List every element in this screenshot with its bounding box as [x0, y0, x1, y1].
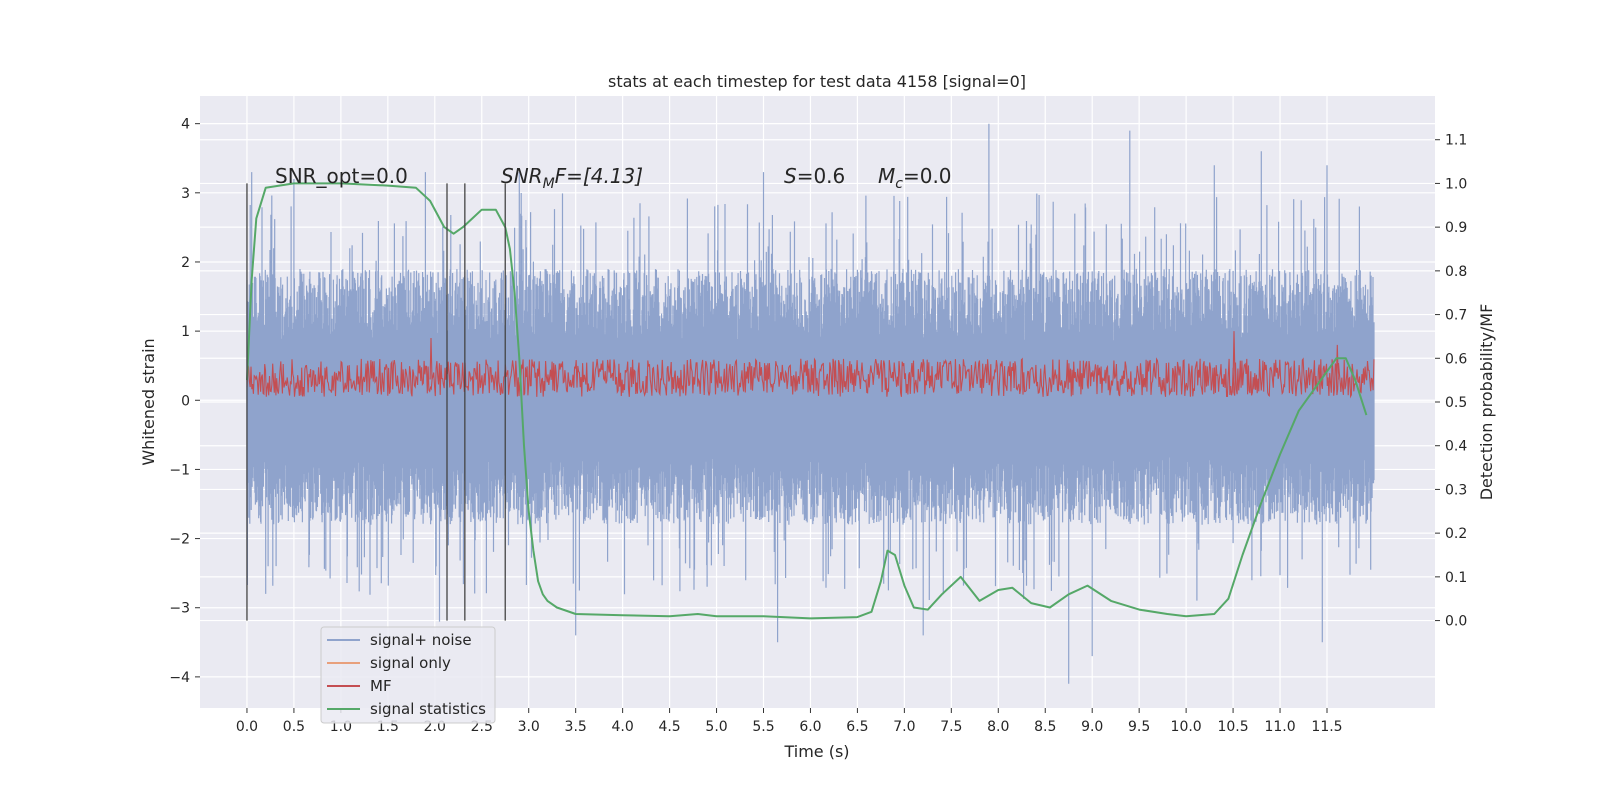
y-tick-label: 4: [181, 117, 190, 133]
vertical-markers: [246, 183, 506, 621]
y-right-tick-label: 0.9: [1445, 220, 1467, 236]
x-tick-label: 4.5: [658, 719, 680, 735]
y-right-tick-label: 0.7: [1445, 308, 1467, 324]
legend-box: [320, 626, 496, 724]
annotation-snr-mf: SNRMF=[4.13]: [501, 164, 643, 192]
series-mf: [246, 331, 1375, 399]
mc-symbol: M: [878, 164, 895, 188]
y-tick-label: 2: [181, 255, 190, 271]
y-tick-label: −2: [169, 532, 190, 548]
y-tick-label: −3: [169, 601, 190, 617]
x-tick-label: 8.5: [1034, 719, 1056, 735]
legend-label-mf: MF: [370, 677, 392, 695]
y-right-tick-label: 0.8: [1445, 264, 1467, 280]
x-tick-label: 9.5: [1128, 719, 1150, 735]
y-tick-label: −4: [169, 670, 190, 686]
legend: signal+ noise signal only MF signal stat…: [320, 626, 496, 724]
x-tick-label: 6.0: [799, 719, 821, 735]
annotation-s: S=0.6: [784, 164, 845, 188]
s-symbol: S: [784, 164, 797, 188]
y-right-tick-label: 0.3: [1445, 482, 1467, 498]
x-tick-label: 7.5: [940, 719, 962, 735]
y-right-tick-label: 0.6: [1445, 351, 1467, 367]
y-right-tick-label: 1.1: [1445, 133, 1467, 149]
x-tick-label: 5.0: [705, 719, 727, 735]
chart-title: stats at each timestep for test data 415…: [608, 72, 1026, 91]
x-tick-label: 11.0: [1264, 719, 1295, 735]
annotation-mc: Mc=0.0: [878, 164, 952, 192]
y-tick-label: 3: [181, 186, 190, 202]
x-tick-label: 6.5: [846, 719, 868, 735]
mc-subscript: c: [895, 176, 903, 192]
mc-value: =0.0: [903, 164, 952, 188]
series-signal-statistics: [246, 182, 1368, 620]
y-right-tick-label: 0.4: [1445, 439, 1467, 455]
x-tick-label: 0.5: [283, 719, 305, 735]
y-right-tick-label: 0.0: [1445, 614, 1467, 630]
y-right-tick-label: 0.2: [1445, 526, 1467, 542]
x-tick-label: 4.0: [611, 719, 633, 735]
legend-label-signal-only: signal only: [370, 654, 451, 672]
y-tick-label: 1: [181, 324, 190, 340]
annotations: SNR_opt=0.0 SNRMF=[4.13] S=0.6 Mc=0.0: [275, 164, 952, 192]
x-tick-label: 8.0: [987, 719, 1009, 735]
snr-mf-value: F=[4.13]: [555, 164, 643, 188]
s-value: =0.6: [797, 164, 846, 188]
legend-label-signal-noise: signal+ noise: [370, 631, 472, 649]
x-tick-label: 3.0: [518, 719, 540, 735]
snr-mf-subscript: M: [543, 176, 555, 192]
annotation-snr-opt: SNR_opt=0.0: [275, 164, 408, 188]
y-tick-label: 0: [181, 393, 190, 409]
x-tick-label: 10.5: [1217, 719, 1248, 735]
axis-ticks: 0.0 0.5 1.0 1.5 2.0 2.5 3.0 3.5 4.0 4.5 5.0 5.5 6.0 6…: [169, 117, 1467, 735]
x-tick-label: 5.5: [752, 719, 774, 735]
y-right-tick-label: 0.5: [1445, 395, 1467, 411]
legend-label-signal-statistics: signal statistics: [370, 700, 486, 718]
y-axis-label: Whitened strain: [139, 338, 158, 465]
y-tick-label: −1: [169, 462, 190, 478]
y-right-tick-label: 1.0: [1445, 176, 1467, 192]
x-tick-label: 3.5: [565, 719, 587, 735]
x-tick-label: 10.0: [1171, 719, 1202, 735]
y-right-axis-label: Detection probability/MF: [1477, 304, 1496, 501]
x-tick-label: 9.0: [1081, 719, 1103, 735]
y-right-tick-label: 0.1: [1445, 570, 1467, 586]
series-layer: [246, 123, 1375, 684]
x-tick-label: 7.0: [893, 719, 915, 735]
x-tick-label: 11.5: [1311, 719, 1342, 735]
x-axis-label: Time (s): [783, 742, 849, 761]
snr-mf-symbol: SNR: [501, 164, 543, 188]
x-tick-label: 0.0: [236, 719, 258, 735]
